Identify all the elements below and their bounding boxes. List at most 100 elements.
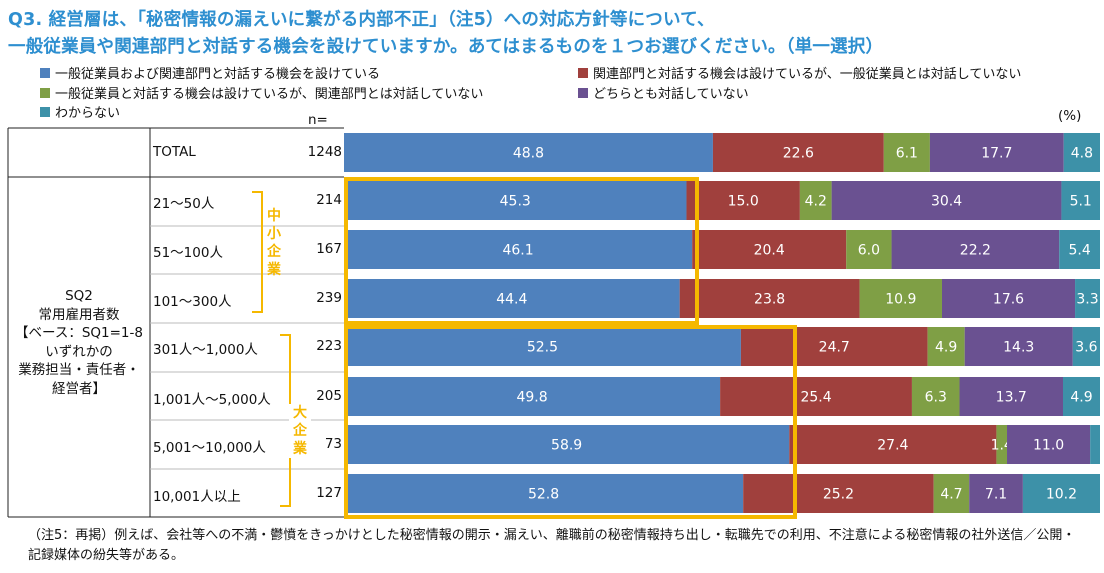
n-value: 239	[316, 289, 342, 306]
data-label: 11.0	[1033, 438, 1064, 454]
bar-segment	[996, 425, 1008, 464]
data-label: 5.4	[1068, 243, 1090, 259]
n-value: 205	[316, 387, 342, 404]
data-label: 3.3	[1076, 292, 1098, 308]
sme-tag-char: 小	[267, 226, 281, 242]
sme-tag-char: 業	[267, 262, 281, 278]
data-label: 22.6	[783, 146, 814, 162]
bar-segment	[891, 230, 1060, 269]
data-label: 3.6	[1075, 340, 1097, 356]
legend-item-3: 一般従業員と対話する機会は設けているが、関連部門とは対話していない	[40, 83, 483, 102]
data-label: 4.9	[1070, 390, 1092, 406]
group-label-line: 業務担当・責任者・	[18, 362, 140, 378]
bar-segment	[720, 377, 912, 416]
bar-segment	[942, 279, 1076, 318]
data-label: 23.8	[754, 292, 785, 308]
sme-tag: 中 小 企 業	[263, 207, 285, 279]
data-label: 10.9	[885, 292, 916, 308]
chart-title-line1: Q3. 経営層は、「秘密情報の漏えいに繋がる内部不正」（注5）への対応方針等につ…	[8, 10, 715, 30]
bar-segment	[1062, 377, 1100, 416]
category-label: 301人～1,000人	[153, 341, 258, 358]
bar-segment	[969, 474, 1023, 513]
data-label: 4.2	[805, 194, 827, 210]
bar-segment	[344, 474, 744, 513]
large-tag-char: 大	[293, 405, 307, 421]
legend-label: わからない	[55, 106, 121, 121]
data-label: 44.4	[496, 292, 527, 308]
bar-segment	[344, 133, 713, 172]
data-label: 30.4	[931, 194, 962, 210]
footnote: （注5：再掲）例えば、会社等への不満・鬱憤をきっかけとした秘密情報の開示・漏えい…	[28, 528, 1076, 563]
legend-item-2: 関連部門と対話する機会は設けているが、一般従業員とは対話していない	[578, 63, 1021, 82]
chart-title-line2: 一般従業員や関連部門と対話する機会を設けていますか。あてはまるものを１つお選びく…	[8, 37, 884, 57]
bar-segment	[679, 279, 860, 318]
bar-segment	[344, 181, 687, 220]
category-label: TOTAL	[153, 143, 196, 160]
data-label: 14.3	[1003, 340, 1034, 356]
bar-segment	[344, 377, 721, 416]
large-tag: 大 企 業	[289, 404, 311, 458]
data-label: 6.1	[896, 146, 918, 162]
n-value: 167	[316, 240, 342, 257]
bar-segment	[1007, 425, 1091, 464]
data-label: 6.3	[925, 390, 947, 406]
data-label: 4.8	[1071, 146, 1093, 162]
data-label: 7.1	[985, 487, 1007, 503]
category-label: 51～100人	[153, 244, 223, 261]
bar-segment	[344, 230, 693, 269]
data-label: 52.5	[527, 340, 558, 356]
category-label: 21～50人	[153, 195, 215, 212]
legend-swatch	[578, 87, 588, 98]
group-label-line: 【ベース：SQ1=1-8	[15, 325, 143, 341]
legend-item-4: どちらとも対話していない	[578, 83, 749, 102]
data-label: 6.0	[858, 243, 880, 259]
legend-swatch	[40, 106, 50, 117]
group-label: SQ2 常用雇用者数 【ベース：SQ1=1-8 いずれかの 業務担当・責任者・ …	[8, 287, 150, 398]
legend-label: どちらとも対話していない	[593, 87, 749, 102]
bar-segment	[740, 327, 928, 366]
data-label: 4.9	[935, 340, 957, 356]
data-label: 48.8	[513, 146, 544, 162]
bar-segment	[911, 377, 960, 416]
data-label: 24.7	[819, 340, 850, 356]
bar-segment	[1090, 425, 1100, 464]
bar-segment	[964, 327, 1073, 366]
n-value: 127	[316, 484, 342, 501]
data-label: 13.7	[996, 390, 1027, 406]
category-label: 5,001～10,000人	[153, 439, 266, 456]
bar-segment	[927, 327, 965, 366]
sme-tag-char: 企	[267, 244, 281, 260]
bar-segment	[344, 425, 790, 464]
legend-label: 一般従業員および関連部門と対話する機会を設けている	[55, 67, 381, 82]
category-label: 10,001人以上	[153, 488, 241, 505]
data-label: 20.4	[754, 243, 785, 259]
group-label-line: 常用雇用者数	[38, 306, 120, 323]
bar-segment	[1022, 474, 1100, 513]
data-label: 22.2	[960, 243, 991, 259]
legend-swatch	[40, 87, 50, 98]
data-label: 17.6	[993, 292, 1024, 308]
legend-swatch	[578, 67, 588, 78]
bar-segment	[883, 133, 930, 172]
data-label: 4.7	[940, 487, 962, 503]
data-label: 25.2	[823, 487, 854, 503]
bar-segment	[859, 279, 942, 318]
bar-segment	[789, 425, 997, 464]
data-label: 58.9	[551, 438, 582, 454]
data-label: 45.3	[500, 194, 531, 210]
data-label: 49.8	[516, 390, 547, 406]
n-header: n=	[308, 112, 328, 128]
bar-segment	[933, 474, 970, 513]
bar-segment	[846, 230, 892, 269]
data-label: 15.0	[728, 194, 759, 210]
data-label: 27.4	[877, 438, 908, 454]
n-value: 223	[316, 337, 342, 354]
legend-item-1: 一般従業員および関連部門と対話する機会を設けている	[40, 63, 380, 82]
bar-segment	[799, 181, 832, 220]
bar-segment	[712, 133, 884, 172]
group-label-line: いずれかの	[45, 343, 113, 360]
sme-highlight-box	[344, 177, 699, 325]
data-label: 25.4	[800, 390, 831, 406]
